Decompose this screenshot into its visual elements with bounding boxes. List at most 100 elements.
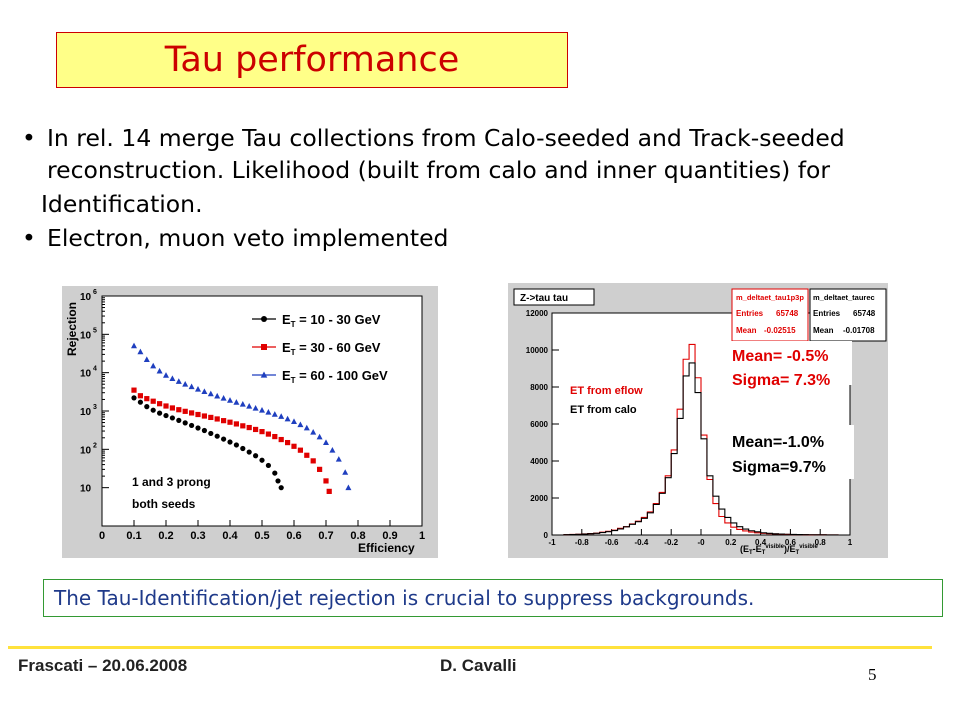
data-point — [304, 452, 310, 458]
stats-mean-label: Mean — [736, 326, 757, 335]
annotation-sigma-calo: Sigma=9.7% — [732, 459, 826, 476]
data-point — [265, 431, 271, 437]
x-tick-label: 1 — [419, 530, 425, 542]
data-point — [150, 362, 157, 369]
y-tick-label: 10 — [80, 484, 92, 495]
conclusion-callout: The Tau-Identification/jet rejection is … — [43, 579, 943, 617]
stats-mean-value: -0.01708 — [843, 326, 875, 335]
data-point — [144, 396, 150, 402]
data-point — [137, 348, 144, 355]
data-point — [285, 439, 291, 446]
y-tick-exponent: 4 — [93, 366, 97, 373]
legend-label: ET = 30 - 60 GeV — [282, 340, 381, 357]
x-label-part: visible — [799, 544, 818, 550]
title-box: Tau performance — [56, 32, 568, 88]
data-point — [316, 433, 323, 440]
data-point — [227, 439, 233, 445]
histogram-title: Z->tau tau — [520, 293, 568, 304]
bullet-marker: • — [22, 124, 36, 152]
bullet-list: • In rel. 14 merge Tau collections from … — [22, 122, 942, 254]
bullet-item: • In rel. 14 merge Tau collections from … — [22, 122, 942, 186]
stats-entries-label: Entries — [736, 309, 764, 318]
data-point — [342, 469, 349, 475]
data-point — [137, 399, 143, 405]
data-point — [201, 388, 208, 395]
stats-entries-value: 65748 — [776, 309, 799, 318]
data-point — [278, 413, 285, 419]
y-tick-label: 2000 — [530, 494, 548, 503]
data-point — [176, 417, 182, 423]
x-tick-label: -1 — [548, 538, 556, 547]
x-tick-label: 1 — [848, 538, 853, 547]
data-point — [310, 458, 316, 464]
y-tick-exponent: 5 — [93, 327, 97, 334]
data-point — [240, 423, 246, 429]
data-point — [326, 488, 332, 494]
stats-mean-value: -0.02515 — [764, 326, 796, 335]
data-point — [246, 449, 252, 455]
data-point — [253, 426, 259, 433]
data-point — [195, 386, 201, 392]
annotation-box-calo — [718, 425, 854, 479]
x-tick-label: -0.2 — [664, 538, 678, 547]
annotation-mean-calo: Mean=-1.0% — [732, 434, 824, 451]
bullet-line: Electron, muon veto implemented — [47, 224, 449, 252]
y-tick-label: 10 — [80, 330, 92, 341]
x-label-part: )/E — [784, 544, 796, 554]
bullet-marker: • — [22, 224, 36, 252]
data-point — [345, 484, 352, 491]
data-point — [169, 405, 175, 411]
legend-marker — [260, 371, 268, 378]
x-tick-label: 0.2 — [725, 538, 737, 547]
y-axis-label: Rejection — [65, 302, 79, 356]
data-point — [182, 408, 188, 414]
data-point — [157, 401, 163, 407]
energy-resolution-histogram: Z->tau tau -1 -0.8 -0.6 -0.4 -0.2 -0 0.2 0.4 0.6… — [508, 283, 888, 558]
data-point — [131, 342, 137, 349]
data-point — [156, 367, 163, 374]
x-label-part: T — [796, 550, 800, 556]
x-tick-label: -0.4 — [635, 538, 649, 547]
annotation-box-eflow — [726, 341, 852, 385]
footer-author: D. Cavalli — [440, 656, 517, 675]
data-point — [214, 433, 220, 439]
x-tick-label: 0.4 — [755, 538, 767, 547]
data-point — [278, 436, 284, 443]
bullet-continuation: Identification. — [41, 190, 203, 218]
data-point — [131, 395, 137, 401]
data-point — [189, 422, 195, 429]
histogram-title-box — [513, 288, 595, 306]
legend-label: ET = 60 - 100 GeV — [282, 368, 388, 385]
legend: ET = 10 - 30 GeV ET = 30 - 60 GeV ET = 60 … — [252, 312, 388, 385]
marks-group — [131, 342, 352, 494]
data-point — [310, 428, 317, 435]
x-axis-label: (ET-ETvisible)/ETvisible — [740, 544, 819, 556]
data-point — [297, 421, 304, 428]
data-point — [259, 457, 265, 463]
data-point — [335, 456, 342, 462]
legend-marker — [261, 316, 267, 322]
x-tick-label: 0.3 — [190, 530, 205, 542]
y-tick-label: 10 — [80, 369, 92, 380]
y-tick-exponent: 3 — [93, 404, 97, 411]
x-label-part: visible — [765, 544, 784, 550]
data-point — [253, 453, 259, 459]
data-point — [188, 383, 195, 390]
stats-box-eflow: m_deltaet_tau1p3p Entries 65748 Mean -0.… — [731, 288, 809, 342]
page-number: 5 — [868, 665, 877, 684]
y-tick-label: 12000 — [526, 309, 549, 318]
data-point — [195, 411, 201, 418]
x-tick-label: 0.4 — [222, 530, 238, 542]
stats-entries-value: 65748 — [853, 309, 876, 318]
data-point — [272, 433, 278, 440]
data-point — [265, 462, 271, 469]
annotation-text: 1 and 3 prong — [132, 475, 211, 489]
y-tick-exponent: 6 — [93, 289, 97, 296]
data-point — [195, 425, 201, 431]
x-tick-label: -0 — [697, 538, 705, 547]
data-point — [297, 447, 303, 453]
legend: ET from eflow ET from calo — [570, 385, 643, 416]
x-tick-label: 0.5 — [254, 530, 269, 542]
data-point — [182, 420, 188, 426]
